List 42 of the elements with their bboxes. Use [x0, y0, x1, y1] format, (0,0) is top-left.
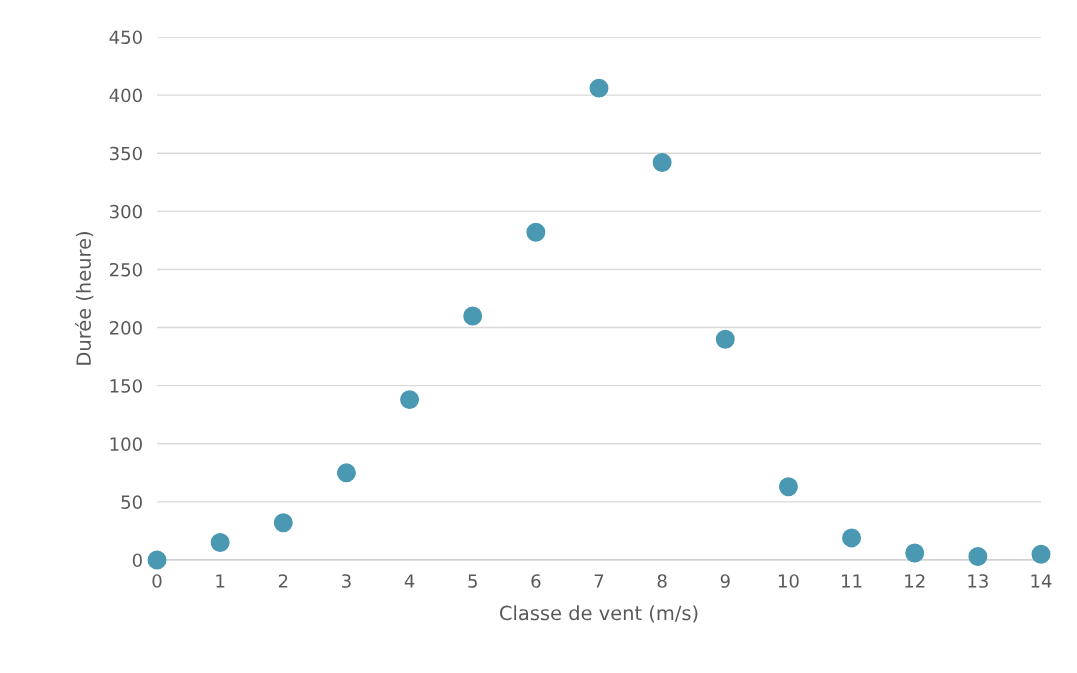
x-tick-label: 1 — [216, 574, 225, 588]
x-tick-label: 14 — [1031, 574, 1052, 588]
x-tick-label: 5 — [468, 574, 477, 588]
point — [273, 513, 293, 533]
point — [147, 550, 167, 570]
point — [778, 477, 798, 497]
x-tick-label: 2 — [278, 574, 288, 588]
x-tick-label: 13 — [968, 574, 988, 588]
y-axis-title: Durée (heure) — [75, 232, 94, 365]
y-tick-label: 400 — [109, 88, 142, 103]
x-tick-label: 3 — [342, 574, 351, 588]
point — [526, 222, 546, 242]
point — [400, 390, 420, 410]
point — [463, 306, 483, 326]
point — [210, 533, 230, 553]
x-tick-label: 10 — [778, 574, 799, 588]
x-tick-label: 11 — [842, 574, 862, 588]
y-tick-label: 150 — [110, 379, 142, 393]
x-tick-label: 9 — [720, 574, 730, 588]
y-tick-label: 250 — [109, 262, 142, 277]
point — [652, 153, 672, 172]
point — [842, 528, 862, 548]
y-tick-label: 350 — [110, 146, 142, 161]
point — [905, 543, 925, 563]
y-tick-label: 100 — [110, 437, 142, 451]
y-tick-label: 200 — [109, 321, 142, 335]
x-tick-label: 4 — [404, 574, 415, 588]
x-tick-label: 0 — [152, 574, 162, 588]
x-axis-title: Classe de vent (m/s) — [500, 605, 698, 623]
x-tick-label: 6 — [531, 574, 541, 588]
y-tick-label: 50 — [121, 495, 142, 510]
x-tick-label: 12 — [905, 574, 925, 588]
point — [1031, 544, 1051, 564]
y-tick-label: 0 — [132, 553, 142, 568]
point — [336, 463, 356, 483]
point — [968, 547, 988, 566]
x-tick-label: 8 — [657, 574, 667, 588]
y-tick-label: 450 — [109, 30, 142, 45]
y-tick-label: 300 — [110, 204, 142, 219]
point — [715, 329, 735, 349]
point — [589, 78, 609, 98]
x-tick-label: 7 — [594, 574, 604, 588]
